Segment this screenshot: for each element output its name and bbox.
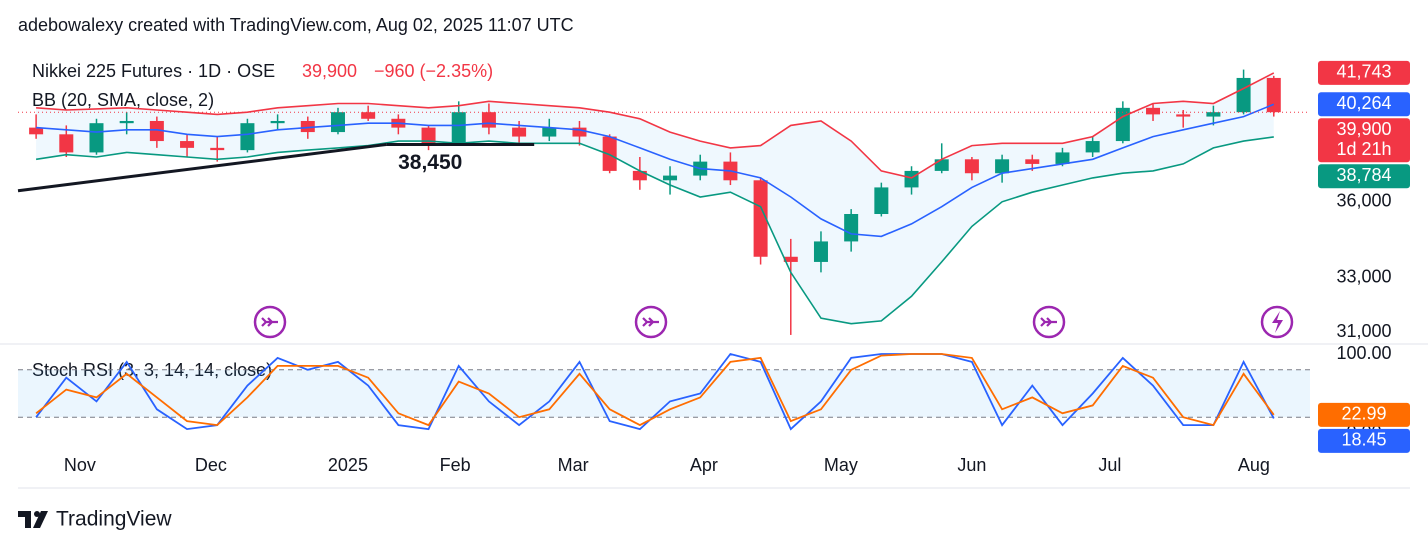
x-tick-label: Jul	[1098, 455, 1121, 475]
price-tag-sub: 1d 21h	[1336, 139, 1391, 159]
price-tag	[1318, 428, 1410, 453]
price-tag-label: 40,264	[1336, 93, 1391, 113]
logo-part	[34, 511, 40, 517]
x-tick-label: Jun	[957, 455, 986, 475]
x-tick-label: May	[824, 455, 858, 475]
candle-body	[29, 127, 44, 135]
brand: TradingView	[56, 508, 172, 531]
price-tag	[1318, 402, 1410, 427]
y-tick-label: 33,000	[1336, 266, 1391, 286]
stoch-line	[35, 352, 1275, 431]
candle-body	[813, 241, 828, 262]
candle-body	[783, 256, 798, 262]
candle-body	[995, 159, 1010, 174]
candle-body	[964, 159, 979, 174]
price-tag	[1318, 164, 1410, 189]
chart-title: Nikkei 225 Futures · 1D · OSE	[32, 61, 275, 81]
candle-body	[1025, 159, 1040, 164]
stoch-band	[18, 369, 1310, 418]
y-tick-label: 31,000	[1336, 321, 1391, 341]
candle-body	[1055, 152, 1070, 164]
bb-title: BB (20, SMA, close, 2)	[32, 90, 214, 110]
level-label: 38,450	[398, 151, 462, 174]
trendline	[17, 142, 387, 193]
candle-body	[451, 112, 466, 144]
candle-body	[300, 120, 315, 133]
candle-body	[149, 120, 164, 142]
candle-body	[844, 214, 859, 242]
x-tick-label: Aug	[1238, 455, 1270, 475]
price-tag	[1318, 118, 1410, 163]
x-tick-label: 2025	[328, 455, 368, 475]
stoch-tick-label: 100.00	[1336, 343, 1391, 363]
event-arrow	[1040, 317, 1057, 327]
candle-body	[1206, 112, 1221, 117]
candle-body	[240, 123, 255, 151]
y-tick-label: 36,000	[1336, 191, 1391, 211]
price-tag-label: 41,743	[1336, 62, 1391, 82]
bb-line	[35, 136, 1274, 325]
candle-body	[180, 141, 195, 148]
candle-body	[119, 120, 134, 124]
candle-body	[421, 127, 436, 144]
event-icon[interactable]	[634, 305, 668, 339]
candle-body	[1146, 107, 1161, 115]
brand-logo	[18, 511, 48, 528]
stoch-line	[35, 353, 1275, 427]
bb-fill	[36, 72, 1274, 324]
x-tick-label: Feb	[440, 455, 471, 475]
candle-body	[59, 134, 74, 153]
price-tag-label: 22.99	[1341, 404, 1386, 424]
candle-body	[1236, 77, 1251, 113]
event-icon[interactable]	[1260, 305, 1294, 339]
price-tag	[1318, 92, 1410, 117]
candle-body	[270, 120, 285, 124]
price-tag-label: 38,784	[1336, 165, 1391, 185]
candle-body	[602, 136, 617, 171]
x-tick-label: Apr	[690, 455, 718, 475]
candle-body	[481, 112, 496, 128]
event-bolt	[1272, 311, 1283, 333]
event-arrow	[261, 317, 278, 327]
candle-body	[210, 147, 225, 151]
price-change: −960 (−2.35%)	[374, 61, 493, 81]
event-icon[interactable]	[1032, 305, 1066, 339]
credit: adebowalexy created with TradingView.com…	[18, 15, 574, 35]
candle-body	[1115, 107, 1130, 142]
price-tag-label: 39,900	[1336, 119, 1391, 139]
candle-body	[1176, 114, 1191, 117]
candle-body	[1266, 77, 1281, 113]
event-icons	[253, 305, 1294, 339]
x-tick-label: Nov	[64, 455, 96, 475]
bb-line	[36, 103, 1275, 238]
candle-body	[753, 180, 768, 257]
candle-body	[361, 112, 376, 119]
event-arrow	[642, 317, 659, 327]
x-tick-label: Dec	[195, 455, 227, 475]
price-tag-label: 18.45	[1341, 430, 1386, 450]
candle-body	[512, 127, 527, 137]
candle-body	[542, 127, 557, 137]
candle-body	[663, 175, 678, 181]
logo-part	[18, 511, 31, 528]
candle-body	[874, 187, 889, 215]
candle-body	[89, 123, 104, 153]
candle-body	[330, 112, 345, 133]
candle-body	[572, 127, 587, 137]
candle-body	[1085, 141, 1100, 153]
candle-body	[632, 170, 647, 181]
stoch-title: Stoch RSI (3, 3, 14, 14, close)	[32, 360, 272, 380]
event-icon[interactable]	[253, 305, 287, 339]
candle-body	[904, 170, 919, 188]
last-price: 39,900	[302, 61, 357, 81]
x-tick-label: Mar	[558, 455, 589, 475]
price-tag	[1318, 60, 1410, 85]
logo-part	[33, 511, 48, 528]
candle-body	[934, 159, 949, 171]
